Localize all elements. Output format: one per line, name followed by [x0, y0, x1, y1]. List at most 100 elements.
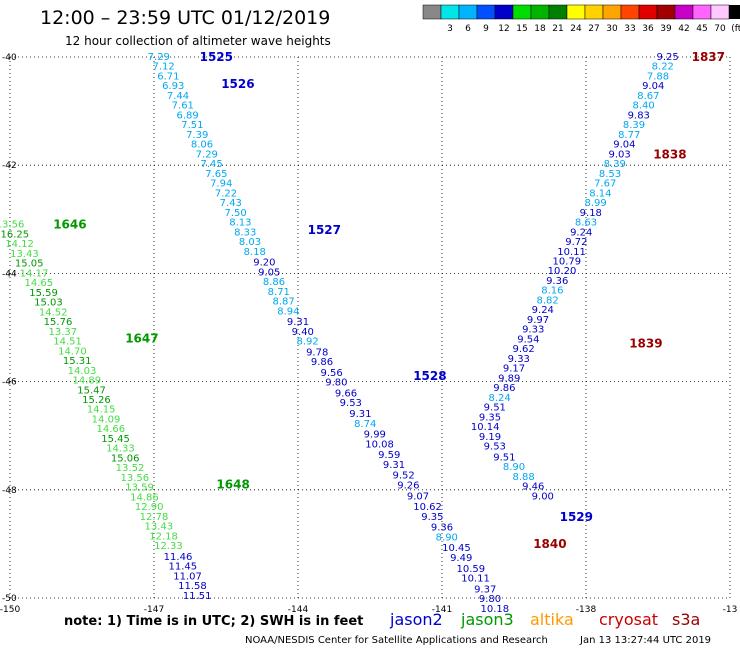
- scale-label: 6: [465, 24, 471, 34]
- pass-label: 1527: [308, 223, 341, 237]
- swh-value-label: 9.62: [512, 344, 534, 355]
- scale-label: 24: [570, 24, 582, 34]
- pass-label: 1525: [200, 50, 233, 64]
- legend-entry-cryosat: cryosat: [599, 610, 658, 629]
- swh-value-label: 8.87: [272, 297, 294, 308]
- y-tick-label: -40: [2, 53, 17, 63]
- swh-value-label: 9.89: [498, 373, 520, 384]
- swh-value-label: 9.53: [340, 398, 362, 409]
- x-tick-label: -147: [144, 605, 164, 615]
- swh-value-label: 8.90: [436, 532, 458, 543]
- swh-value-label: 9.99: [364, 430, 386, 441]
- scale-swatch: [548, 4, 568, 20]
- pass-labels: 1525 1526 1527 1528 1529 1646 1647 1648 1837 1838…: [53, 50, 725, 551]
- scale-label: 70: [714, 24, 726, 34]
- swh-value-label: 15.31: [63, 356, 92, 367]
- swh-value-label: 7.94: [210, 179, 232, 190]
- swh-value-label: 9.31: [287, 317, 309, 328]
- swh-value-label: 10.79: [552, 256, 581, 267]
- swh-value-label: 9.86: [311, 357, 333, 368]
- scale-swatch: [602, 4, 622, 20]
- swh-value-label: 7.39: [186, 130, 208, 141]
- scale-swatch: [530, 4, 550, 20]
- swh-value-label: 7.50: [224, 208, 246, 219]
- swh-value-label: 9.54: [517, 334, 539, 345]
- swh-value-label: 15.47: [77, 385, 106, 396]
- scale-label: 9: [483, 24, 489, 34]
- y-tick-label: -50: [2, 594, 17, 604]
- swh-value-label: 8.90: [503, 462, 525, 473]
- swh-value-label: 9.83: [628, 110, 650, 121]
- swh-value-label: 11.46: [164, 552, 193, 563]
- swh-value-label: 10.14: [471, 422, 500, 433]
- swh-value-label: 9.80: [479, 594, 501, 605]
- swh-value-label: 9.00: [532, 491, 554, 502]
- x-tick-label: -150: [0, 605, 20, 615]
- scale-label: 33: [624, 24, 635, 34]
- swh-value-label: 9.24: [532, 305, 554, 316]
- swh-value-label: 9.33: [508, 354, 530, 365]
- y-axis-ticks: -40 -42 -44 -46 -48 -50: [2, 53, 17, 604]
- swh-value-label: 9.80: [325, 378, 347, 389]
- scale-label: 18: [534, 24, 546, 34]
- swh-value-label: 8.14: [589, 188, 611, 199]
- swh-value-label: 12.18: [149, 531, 178, 542]
- swh-value-label: 9.36: [546, 276, 568, 287]
- swh-value-label: 8.39: [623, 120, 645, 131]
- pass-label: 1646: [53, 218, 86, 232]
- swh-value-label: 13.56: [0, 220, 24, 231]
- swh-value-label: 14.65: [24, 278, 53, 289]
- timestamp-text: Jan 13 13:27:44 UTC 2019: [579, 635, 711, 646]
- swh-value-label: 14.12: [5, 239, 34, 250]
- scale-swatch: [620, 4, 640, 20]
- swh-value-label: 7.45: [200, 159, 222, 170]
- pass-label: 1526: [221, 77, 254, 91]
- swh-value-label: 8.13: [229, 218, 251, 229]
- swh-value-label: 6.89: [176, 110, 198, 121]
- pass-label: 1648: [216, 477, 249, 491]
- chart-marks: 7.297.126.716.937.447.616.897.517.398.06…: [0, 52, 679, 615]
- scale-swatch: [512, 4, 532, 20]
- legend-entry-jason3: jason3: [460, 610, 514, 629]
- x-tick-label: -13: [723, 605, 738, 615]
- scale-swatch: [692, 4, 712, 20]
- swh-value-label: 9.04: [613, 140, 635, 151]
- scale-swatch: [566, 4, 586, 20]
- x-tick-label: -141: [432, 605, 452, 615]
- swh-value-label: 15.45: [101, 434, 130, 445]
- swh-value-label: 14.70: [58, 346, 87, 357]
- legend-entry-altika: altika: [530, 610, 574, 629]
- swh-value-label: 14.52: [39, 307, 68, 318]
- swh-value-label: 9.31: [349, 409, 371, 420]
- swh-value-label: 9.49: [450, 553, 472, 564]
- swh-value-label: 13.56: [120, 473, 149, 484]
- swh-value-label: 15.05: [15, 259, 44, 270]
- swh-value-label: 13.43: [144, 522, 173, 533]
- swh-value-label: 9.97: [527, 315, 549, 326]
- swh-value-label: 6.71: [157, 71, 179, 82]
- swh-value-label: 7.51: [181, 120, 203, 131]
- scale-swatch: [494, 4, 514, 20]
- chart-subtitle: 12 hour collection of altimeter wave hei…: [65, 34, 331, 48]
- swh-value-label: 10.18: [480, 604, 509, 615]
- swh-value-label: 6.93: [162, 81, 184, 92]
- swh-value-label: 7.67: [594, 179, 616, 190]
- x-axis-ticks: -150 -147 -144 -141 -138 -13: [0, 605, 737, 615]
- scale-label: 30: [606, 24, 618, 34]
- swh-value-label: 15.26: [82, 395, 111, 406]
- swh-value-label: 9.26: [397, 480, 419, 491]
- swh-value-label: 9.51: [493, 452, 515, 463]
- swh-value-label: 9.56: [320, 368, 342, 379]
- swh-value-label: 8.92: [296, 337, 318, 348]
- swh-value-label: 15.03: [34, 298, 63, 309]
- swh-value-label: 13.37: [48, 327, 77, 338]
- pass-label: 1528: [413, 369, 446, 383]
- swh-value-label: 9.31: [383, 460, 405, 471]
- swh-value-label: 14.03: [68, 366, 97, 377]
- pass-label: 1840: [533, 537, 566, 551]
- swh-value-label: 8.94: [277, 306, 299, 317]
- y-tick-label: -48: [2, 486, 17, 496]
- swh-value-label: 7.65: [205, 169, 227, 180]
- swh-value-label: 13.59: [125, 483, 154, 494]
